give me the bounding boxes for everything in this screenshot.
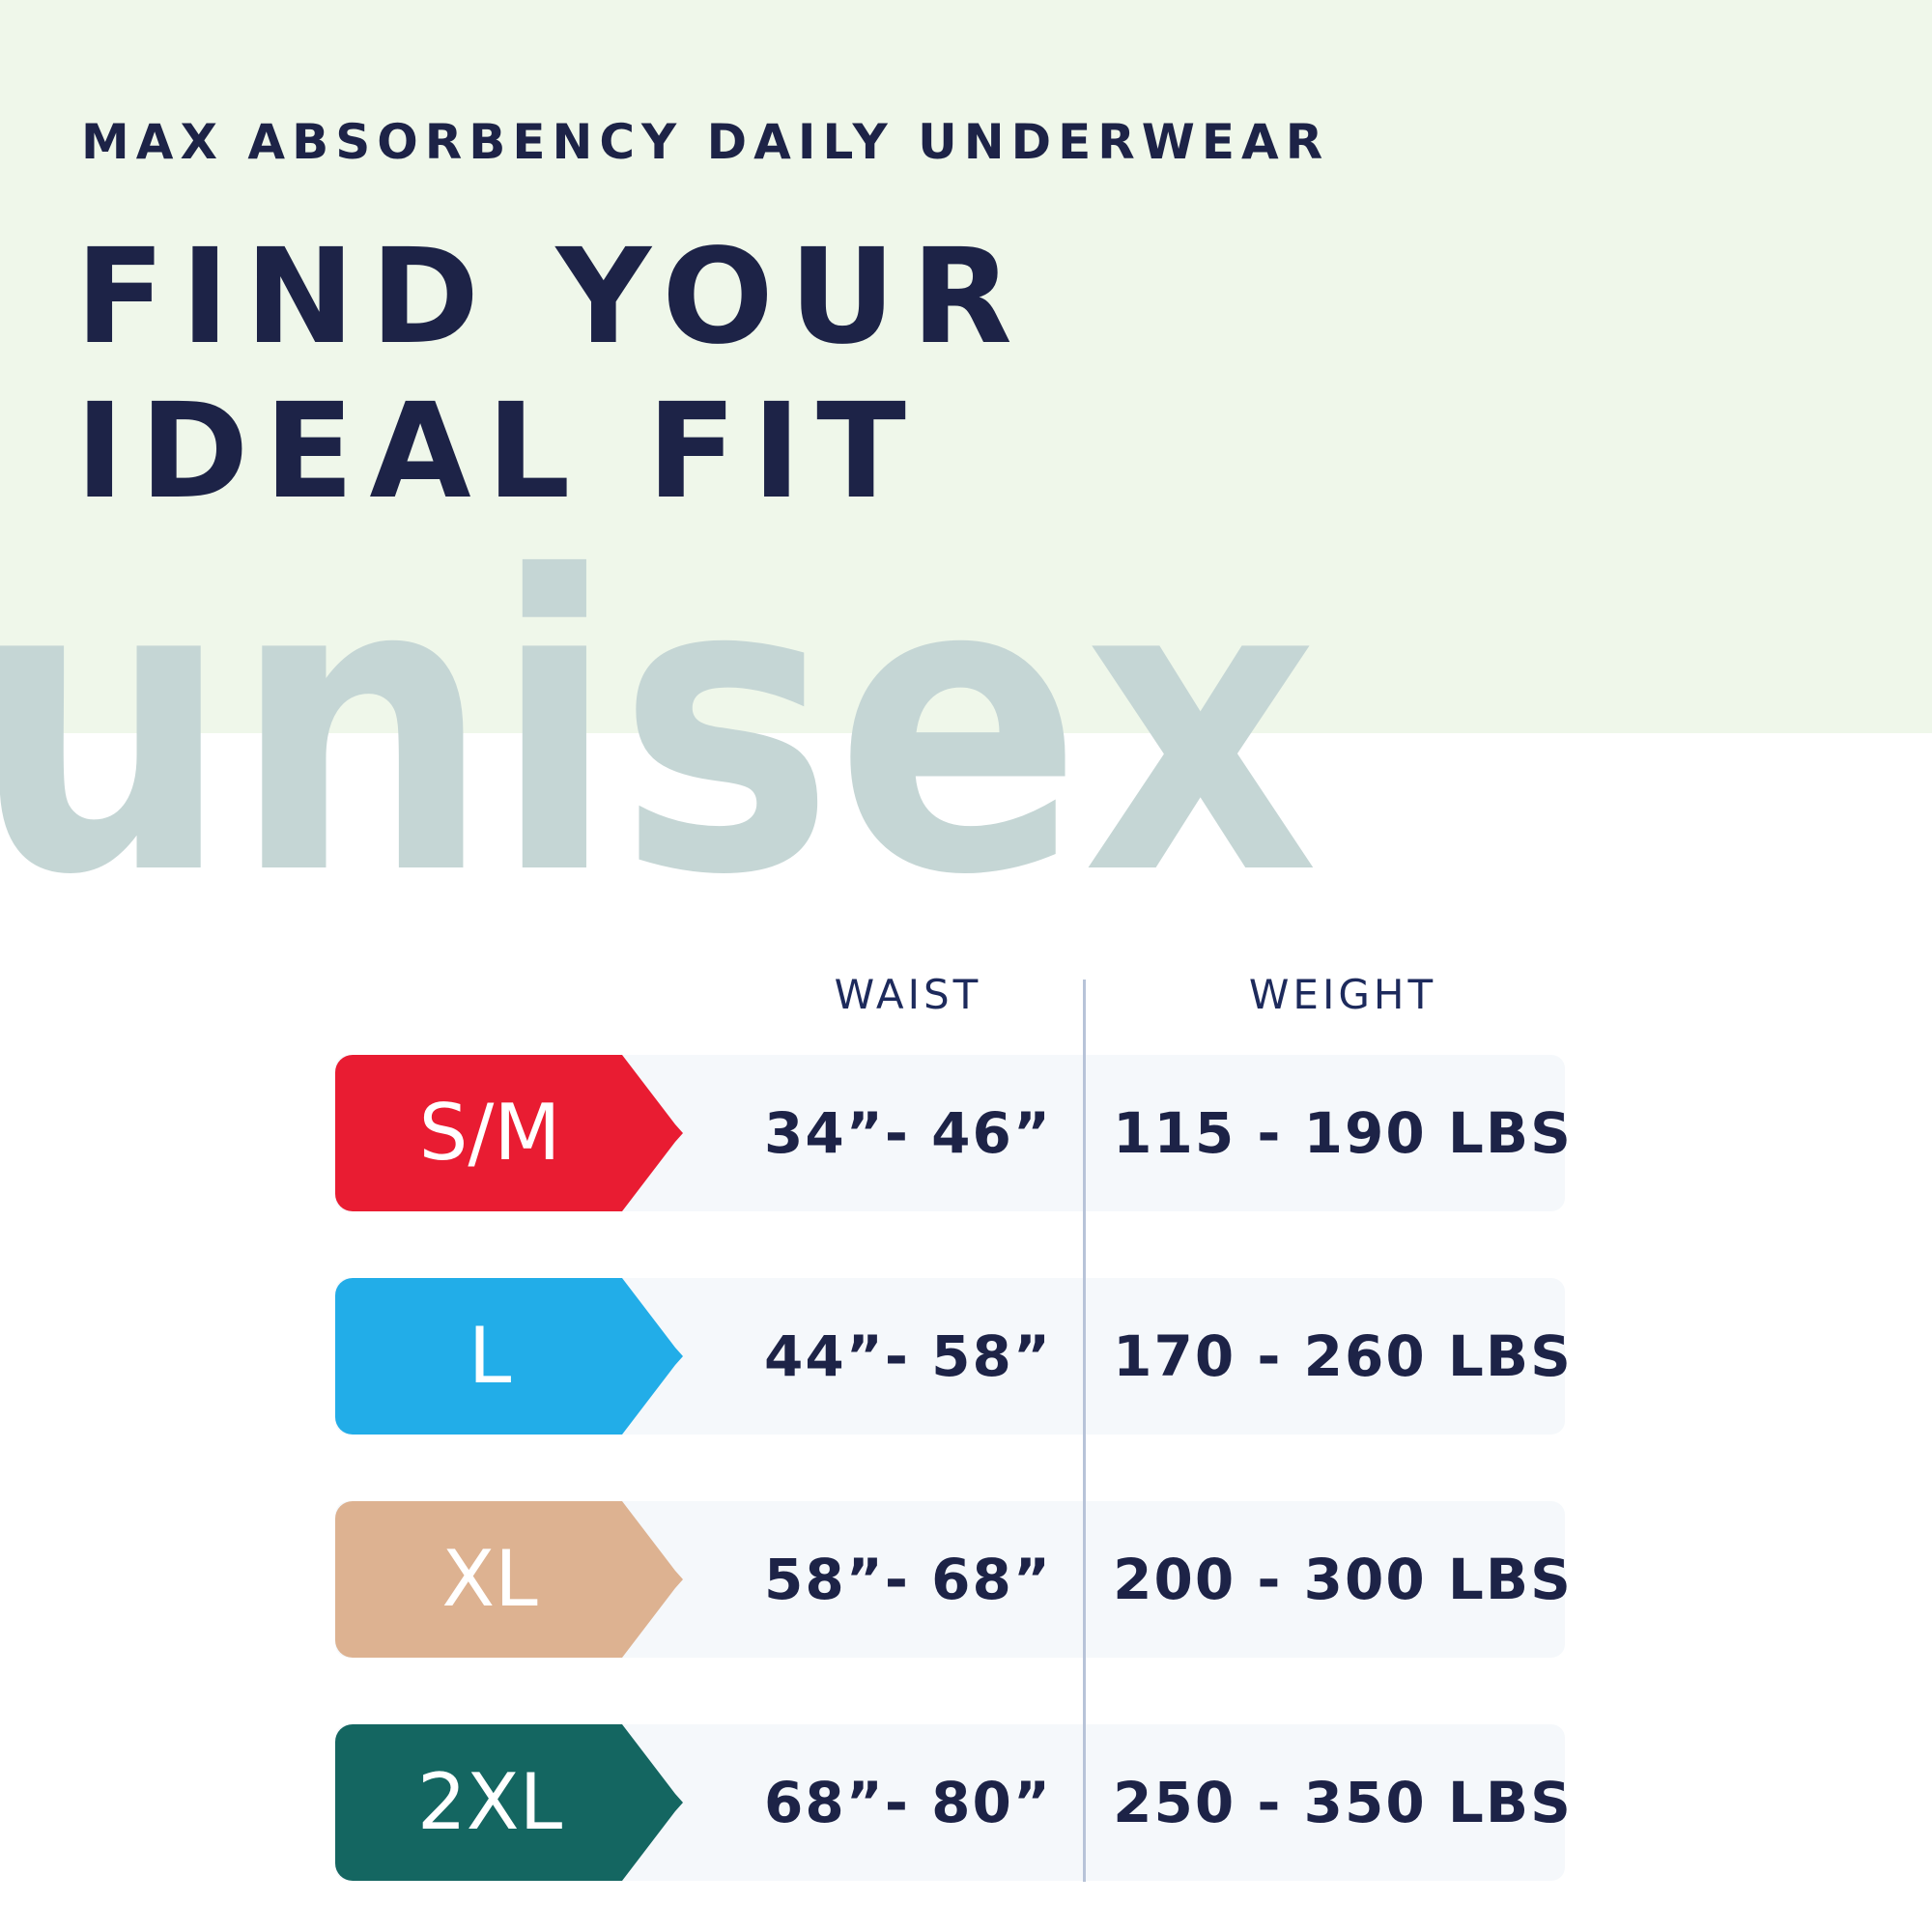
size-row: S/M 34”- 46” 115 - 190 LBS: [335, 1055, 1571, 1211]
waist-value: 34”- 46”: [764, 1100, 1052, 1166]
size-label: S/M: [418, 1088, 561, 1178]
watermark-text: unisex: [0, 492, 1319, 964]
waist-column-header: WAIST: [834, 971, 982, 1018]
waist-value: 68”- 80”: [764, 1770, 1052, 1835]
weight-value: 250 - 350 LBS: [1113, 1770, 1573, 1835]
size-row: XL 58”- 68” 200 - 300 LBS: [335, 1501, 1571, 1658]
waist-value: 58”- 68”: [764, 1547, 1052, 1612]
title-line-2: IDEAL FIT: [75, 376, 922, 528]
size-tag: L: [335, 1278, 683, 1435]
page-title: FIND YOUR IDEAL FIT: [75, 220, 1028, 529]
size-row: L 44”- 58” 170 - 260 LBS: [335, 1278, 1571, 1435]
waist-value: 44”- 58”: [764, 1323, 1052, 1389]
weight-value: 170 - 260 LBS: [1113, 1323, 1573, 1389]
unisex-watermark: unisex: [0, 492, 1319, 964]
subtitle: MAX ABSORBENCY DAILY UNDERWEAR: [81, 114, 1330, 170]
weight-column-header: WEIGHT: [1248, 971, 1437, 1018]
size-tag: 2XL: [335, 1724, 683, 1881]
size-tag: XL: [335, 1501, 683, 1658]
size-label: XL: [441, 1534, 538, 1624]
size-label: L: [468, 1311, 512, 1401]
header-background: [0, 0, 1932, 733]
weight-value: 200 - 300 LBS: [1113, 1547, 1573, 1612]
title-line-1: FIND YOUR: [75, 221, 1028, 374]
column-divider: [1083, 980, 1086, 1882]
size-row: 2XL 68”- 80” 250 - 350 LBS: [335, 1724, 1571, 1881]
weight-value: 115 - 190 LBS: [1113, 1100, 1573, 1166]
size-tag: S/M: [335, 1055, 683, 1211]
size-label: 2XL: [416, 1757, 563, 1847]
